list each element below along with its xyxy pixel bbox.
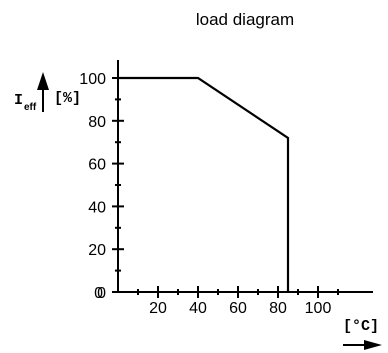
y-tick-label: 100 bbox=[79, 71, 106, 88]
y-axis-label-sub: eff bbox=[24, 102, 37, 113]
y-axis-label-main: I bbox=[14, 92, 23, 109]
series-line bbox=[118, 76, 290, 292]
y-tick-label: 20 bbox=[88, 242, 106, 259]
y-axis-label: I eff [%] bbox=[14, 90, 81, 113]
x-tick-label: 20 bbox=[149, 300, 167, 317]
x-axis-arrow-head bbox=[364, 340, 382, 350]
x-ticks: 20 40 60 80 100 0 bbox=[94, 285, 339, 317]
y-tick-label: 60 bbox=[88, 157, 106, 174]
y-axis-arrow-head bbox=[37, 72, 49, 90]
x-tick-label: 100 bbox=[305, 300, 332, 317]
x-tick-label: 80 bbox=[269, 300, 287, 317]
x-origin-label: 0 bbox=[94, 285, 103, 302]
x-tick-label: 60 bbox=[229, 300, 247, 317]
y-tick-label: 80 bbox=[88, 114, 106, 131]
y-tick-label: 40 bbox=[88, 199, 106, 216]
chart-title: load diagram bbox=[196, 10, 294, 29]
y-ticks: 0 20 40 60 80 100 bbox=[79, 71, 124, 302]
x-tick-label: 40 bbox=[189, 300, 207, 317]
y-axis-unit: [%] bbox=[54, 90, 81, 107]
series-group bbox=[118, 76, 290, 292]
x-axis-unit: [°C] bbox=[343, 318, 379, 335]
y-tick-label: 0 bbox=[97, 285, 106, 302]
